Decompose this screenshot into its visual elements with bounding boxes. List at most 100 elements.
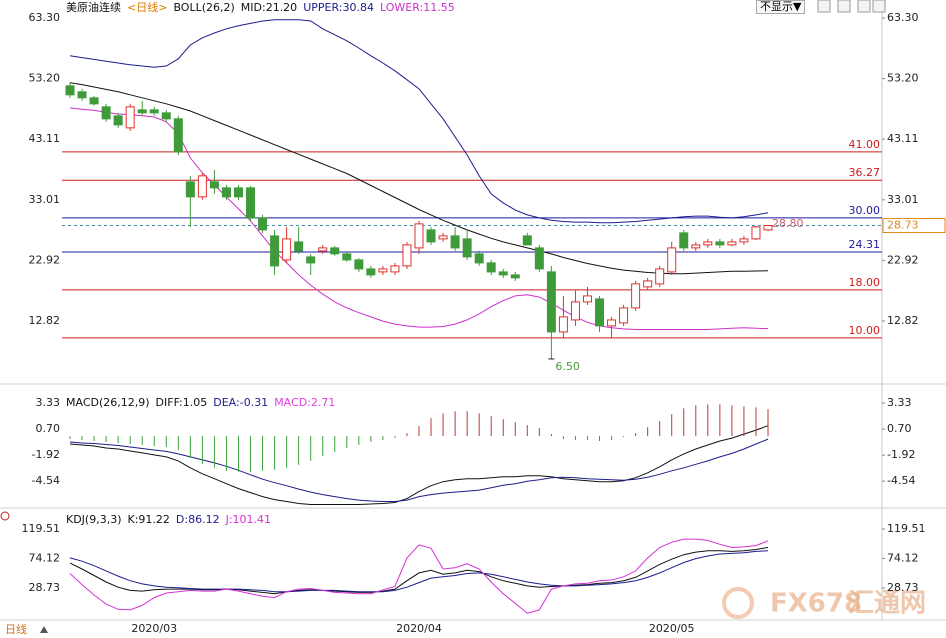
- candle-body: [185, 181, 195, 198]
- annotation-label: 28.80: [772, 217, 804, 230]
- candle-body: [173, 118, 183, 153]
- candle-body: [655, 268, 665, 285]
- candle-body: [137, 109, 147, 114]
- toolbar-icon[interactable]: [872, 0, 886, 13]
- y-tick-label-right: -1.92: [887, 448, 915, 461]
- kdj-line: [69, 546, 769, 595]
- panel-title: MACD(26,12,9): [66, 396, 150, 409]
- candle-body: [402, 244, 412, 267]
- candle-body: [498, 271, 508, 276]
- y-tick-label-left: 63.30: [29, 11, 61, 24]
- candle-body: [125, 106, 135, 129]
- candle-body: [414, 223, 424, 249]
- boll-line: [69, 19, 769, 224]
- candle-body: [558, 316, 568, 333]
- y-tick-label-right: 74.12: [887, 552, 919, 565]
- x-tick-label: 2020/04: [396, 622, 442, 635]
- legend-entry: K:91.22: [127, 513, 170, 526]
- annotation-label: 6.50: [555, 360, 580, 373]
- legend-entry: D:86.12: [175, 513, 220, 526]
- legend-entry: DIFF:1.05: [155, 396, 208, 409]
- y-tick-label-left: 12.82: [29, 314, 61, 327]
- kdj-line: [69, 550, 769, 593]
- watermark-name: 汇通网: [848, 589, 926, 619]
- y-tick-label-left: 43.11: [29, 132, 61, 145]
- candle-body: [763, 225, 773, 231]
- boll-line: [69, 107, 769, 330]
- period-button[interactable]: 日线: [5, 622, 27, 636]
- macd-line: [69, 438, 769, 502]
- candle-body: [595, 298, 605, 327]
- candle-body: [679, 232, 689, 249]
- y-tick-label-left: 33.01: [29, 193, 61, 206]
- candle-body: [667, 247, 677, 273]
- candle-body: [258, 217, 268, 231]
- candle-body: [342, 253, 352, 261]
- x-tick-label: 2020/05: [649, 622, 695, 635]
- y-tick-label-right: 22.92: [887, 253, 919, 266]
- candle-body: [318, 247, 328, 252]
- candle-body: [366, 268, 376, 276]
- indicator-label: BOLL(26,2): [173, 1, 235, 14]
- candle-body: [270, 235, 280, 267]
- y-tick-label-left: 28.73: [29, 581, 61, 594]
- level-label: 24.31: [849, 238, 881, 251]
- y-tick-label-right: 0.70: [887, 422, 912, 435]
- toolbar-icon[interactable]: [817, 0, 831, 13]
- level-label: 41.00: [849, 138, 881, 151]
- y-tick-label-right: 63.30: [887, 11, 919, 24]
- legend-entry: MACD:2.71: [274, 396, 336, 409]
- candle-body: [306, 256, 316, 264]
- candle-body: [378, 268, 388, 273]
- y-tick-label-left: 74.12: [29, 552, 61, 565]
- candle-body: [691, 244, 701, 249]
- candle-body: [161, 112, 171, 120]
- candle-body: [739, 238, 749, 243]
- candle-body: [510, 274, 520, 279]
- candle-body: [715, 241, 725, 246]
- display-toggle[interactable]: 不显示▼: [756, 0, 806, 14]
- y-tick-label-left: 53.20: [29, 72, 61, 85]
- y-tick-label-right: 119.51: [887, 522, 926, 535]
- candle-body: [703, 241, 713, 246]
- candle-body: [294, 241, 304, 252]
- watermark-brand: FX678: [770, 589, 862, 619]
- candle-body: [643, 280, 653, 288]
- candle-body: [101, 106, 111, 120]
- y-tick-label-right: 12.82: [887, 314, 919, 327]
- candle-body: [354, 259, 364, 270]
- candle-body: [330, 247, 340, 255]
- panel-header: MACD(26,12,9) DIFF:1.05 DEA:-0.31 MACD:2.71: [66, 396, 341, 410]
- y-tick-label-right: 33.01: [887, 193, 919, 206]
- kdj-line: [69, 538, 769, 614]
- y-tick-label-left: 3.33: [36, 396, 61, 409]
- toolbar-icon[interactable]: [857, 0, 871, 13]
- y-tick-label-left: 119.51: [22, 522, 61, 535]
- candle-body: [77, 91, 87, 99]
- candle-body: [619, 307, 629, 324]
- candle-body: [546, 271, 556, 333]
- toolbar-icon[interactable]: [837, 0, 851, 13]
- level-label: 36.27: [849, 166, 881, 179]
- candle-body: [246, 187, 256, 219]
- candle-body: [570, 301, 580, 321]
- candle-body: [209, 181, 219, 189]
- candle-body: [450, 235, 460, 249]
- legend-entry: LOWER:11.55: [379, 1, 455, 14]
- y-tick-label-left: 22.92: [29, 253, 61, 266]
- y-tick-label-left: -1.92: [32, 448, 60, 461]
- candle-body: [233, 187, 243, 198]
- period-arrow[interactable]: [40, 626, 48, 633]
- legend-entry: MID:21.20: [240, 1, 298, 14]
- candle-body: [582, 295, 592, 303]
- y-tick-label-right: 3.33: [887, 396, 912, 409]
- candle-body: [534, 247, 544, 270]
- candle-body: [390, 265, 400, 273]
- boll-line: [69, 82, 769, 275]
- candle-body: [438, 235, 448, 240]
- panel-title: KDJ(9,3,3): [66, 513, 122, 526]
- candle-body: [751, 226, 761, 240]
- candle-body: [727, 241, 737, 246]
- panel-header: 美原油连续 <日线> BOLL(26,2) MID:21.20 UPPER:30.84 L…: [66, 1, 461, 15]
